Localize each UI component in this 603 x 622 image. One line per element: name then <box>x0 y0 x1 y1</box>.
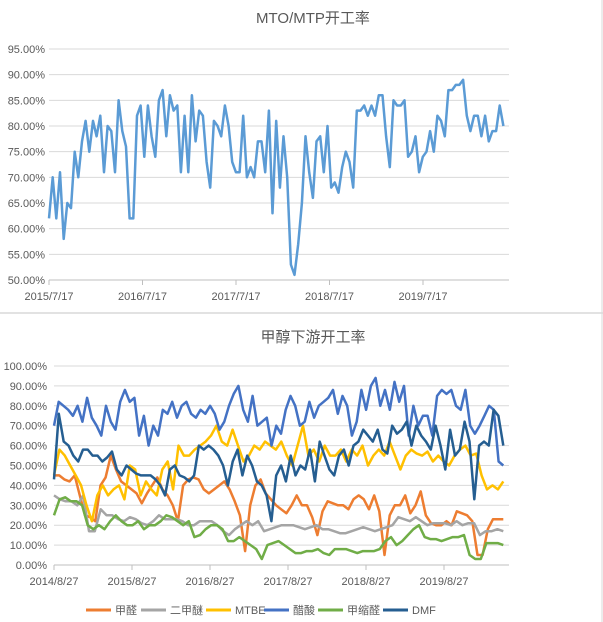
x-tick-label: 2016/7/17 <box>118 291 167 303</box>
x-tick-label: 2018/7/17 <box>305 291 354 303</box>
x-tick-label: 2017/8/27 <box>264 576 313 588</box>
legend-label: 醋酸 <box>293 603 315 617</box>
legend-label: 二甲醚 <box>170 603 203 617</box>
x-tick-label: 2014/8/27 <box>30 576 79 588</box>
y-tick-label: 100.00% <box>4 361 48 373</box>
y-tick-label: 65.00% <box>8 198 46 210</box>
methanol-downstream-chart: 甲醇下游开工率 0.00% 10.00% 20.00% 30.00% 40.00% 50.… <box>4 329 509 588</box>
y-tick-label: 20.00% <box>10 520 48 532</box>
y-tick-label: 10.00% <box>10 540 48 552</box>
series-line-1 <box>53 494 504 537</box>
y-tick-label: 50.00% <box>10 461 48 473</box>
x-tick-label: 2019/8/27 <box>420 576 469 588</box>
legend-label: DMF <box>412 605 436 617</box>
y-tick-label: 60.00% <box>10 441 48 453</box>
y-tick-label: 30.00% <box>10 500 48 512</box>
series-line-0 <box>47 78 505 277</box>
legend: 甲醛 二甲醚 MTBE 醋酸 甲缩醛 DMF <box>86 603 436 617</box>
y-tick-label: 70.00% <box>8 172 46 184</box>
y-tick-label: 85.00% <box>8 95 46 107</box>
x-tick-label: 2018/8/27 <box>342 576 391 588</box>
legend-label: MTBE <box>235 605 266 617</box>
series-line-3 <box>52 376 505 467</box>
mto-chart-title: MTO/MTP开工率 <box>256 10 370 27</box>
y-tick-label: 60.00% <box>8 224 46 236</box>
mto-chart: MTO/MTP开工率 50.00% 55.00% 60.00% 65.00% 70.00… <box>8 10 509 303</box>
x-tick-label: 2016/8/27 <box>186 576 235 588</box>
y-tick-label: 50.00% <box>8 275 46 287</box>
y-tick-label: 55.00% <box>8 249 46 261</box>
y-tick-label: 95.00% <box>8 44 46 56</box>
series-line-0 <box>54 454 504 557</box>
y-tick-label: 80.00% <box>10 401 48 413</box>
legend-label: 甲缩醛 <box>347 603 380 617</box>
y-tick-label: 90.00% <box>10 381 48 393</box>
x-tick-label: 2015/8/27 <box>108 576 157 588</box>
series-line-2 <box>52 424 505 523</box>
y-tick-label: 70.00% <box>10 421 48 433</box>
downstream-chart-title: 甲醇下游开工率 <box>260 329 365 346</box>
y-tick-label: 40.00% <box>10 480 48 492</box>
x-tick-label: 2015/7/17 <box>25 291 74 303</box>
x-tick-label: 2017/7/17 <box>212 291 261 303</box>
y-tick-label: 75.00% <box>8 147 46 159</box>
legend-label: 甲醛 <box>115 603 137 617</box>
y-tick-label: 0.00% <box>16 560 47 572</box>
series-line-5 <box>52 408 505 523</box>
y-tick-label: 90.00% <box>8 70 46 82</box>
y-tick-label: 80.00% <box>8 121 46 133</box>
x-tick-label: 2019/7/17 <box>399 291 448 303</box>
series-line-4 <box>52 496 504 561</box>
